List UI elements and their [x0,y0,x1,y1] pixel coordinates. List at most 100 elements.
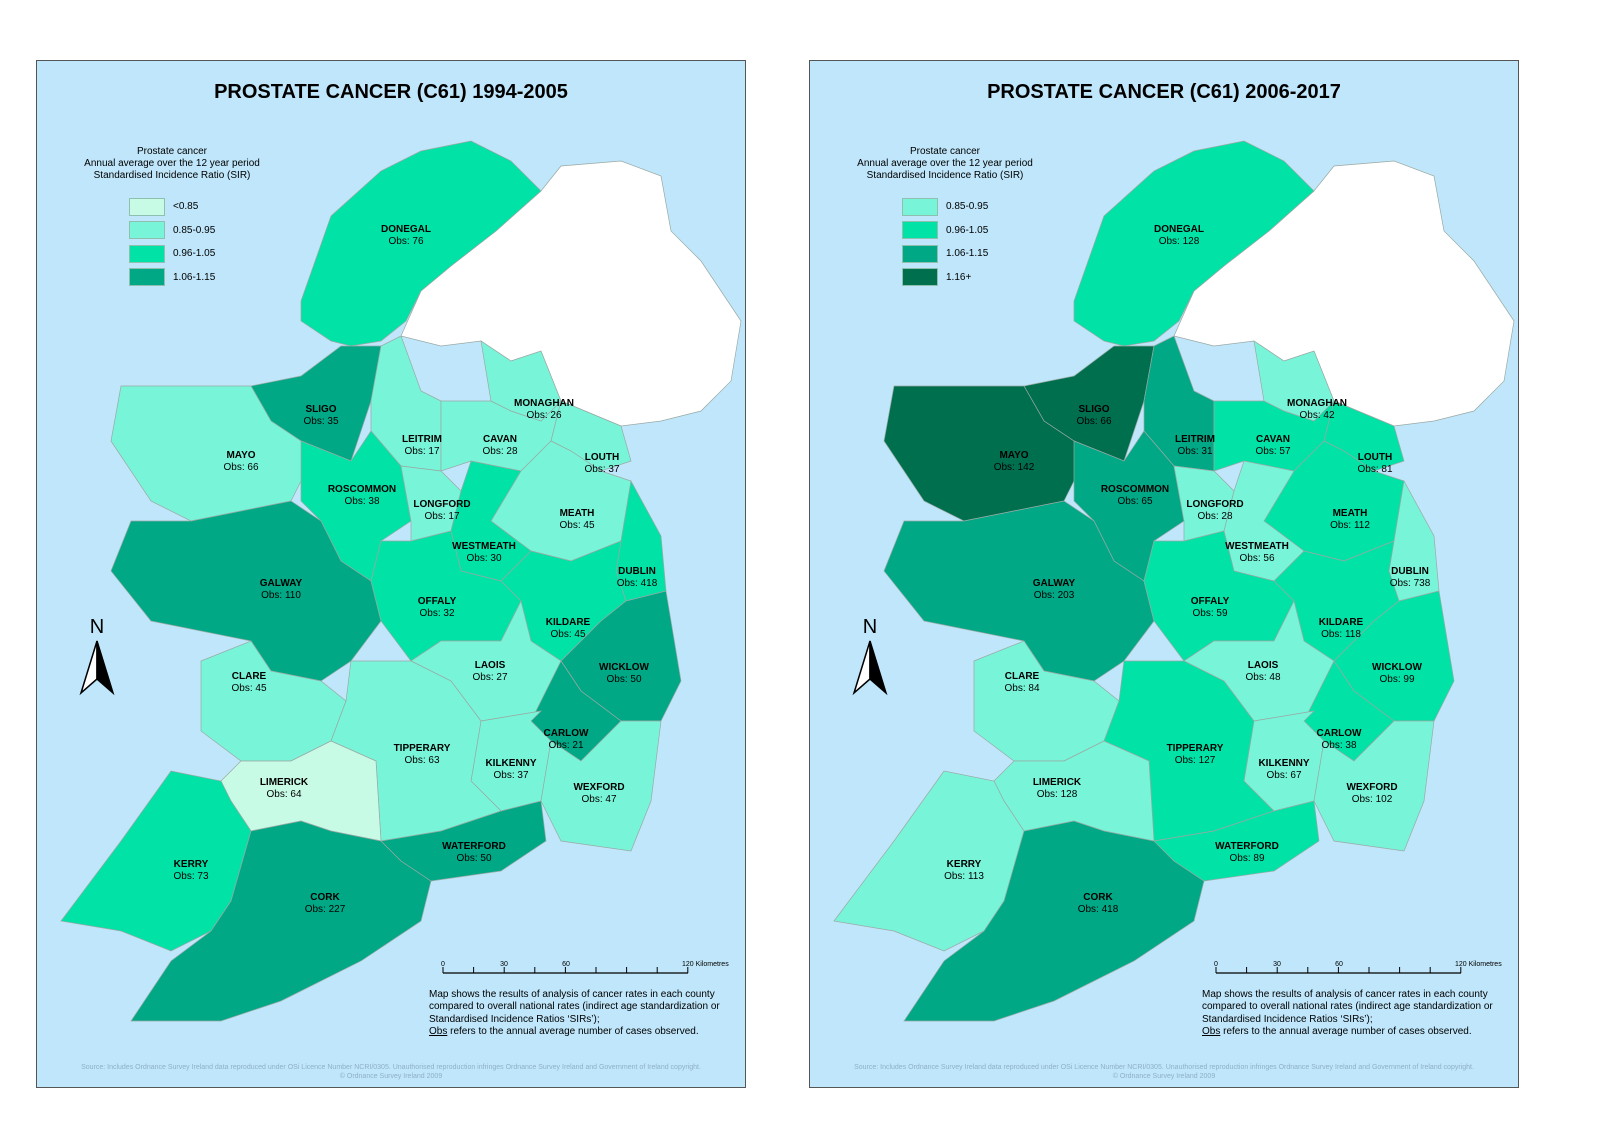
note-obs: Obs [429,1025,448,1037]
legend-label: 0.85-0.95 [946,201,989,213]
county-name-label: CORK [1083,892,1113,903]
county-cork[interactable] [130,820,432,1022]
county-obs-label: Obs: 102 [1352,794,1393,805]
county-obs-label: Obs: 89 [1229,853,1264,864]
county-name-label: LIMERICK [260,777,309,788]
county-obs-label: Obs: 203 [1034,590,1075,601]
county-obs-label: Obs: 28 [482,446,517,457]
legend-line: Prostate cancer [136,146,208,157]
legend-item: 0.85-0.95 [902,195,988,219]
county-monaghan[interactable] [480,340,562,422]
county-obs-label: Obs: 45 [559,520,594,531]
county-name-label: MONAGHAN [514,398,574,409]
scale-tick-label: 0 [1214,961,1218,968]
county-obs-label: Obs: 45 [550,629,585,640]
north-label: N [90,616,104,638]
county-name-label: WATERFORD [442,841,506,852]
source-text: Source: Includes Ordnance Survey Ireland… [810,1063,1518,1081]
county-obs-label: Obs: 50 [606,674,641,685]
legend-line: Prostate cancer [909,146,981,157]
county-donegal[interactable] [1073,140,1315,347]
legend-swatch [129,268,165,287]
county-name-label: OFFALY [418,596,457,607]
note-obs-text: refers to the annual average number of c… [1220,1025,1472,1037]
note-obs: Obs [1202,1025,1221,1037]
copyright-line: © Ordnance Survey Ireland 2009 [1112,1073,1216,1080]
county-name-label: GALWAY [260,578,303,589]
legend-item: <0.85 [129,195,215,219]
county-obs-label: Obs: 66 [223,462,258,473]
map-panel-2006-2017: DONEGAL Obs: 128 SLIGO Obs: 66 MAYO Obs: 142 L… [809,60,1519,1088]
county-cork[interactable] [903,820,1205,1022]
county-obs-label: Obs: 738 [1390,578,1431,589]
county-obs-label: Obs: 110 [261,590,301,601]
county-obs-label: Obs: 31 [1177,446,1212,457]
county-obs-label: Obs: 48 [1245,672,1280,683]
county-name-label: KILDARE [546,617,591,628]
county-obs-label: Obs: 65 [1117,496,1152,507]
county-obs-label: Obs: 66 [1076,416,1111,427]
county-name-label: CLARE [232,671,267,682]
legend-line: Standardised Incidence Ratio (SIR) [93,170,251,181]
county-name-label: LOUTH [585,452,619,463]
county-name-label: WICKLOW [599,662,650,673]
legend-line: Annual average over the 12 year period [857,158,1033,169]
legend-swatch [129,244,165,263]
note-text: Map shows the results of analysis of can… [429,989,720,1025]
county-name-label: DUBLIN [1391,566,1429,577]
scale-tick-label: 120 Kilometres [1455,961,1502,968]
county-monaghan[interactable] [1253,340,1335,422]
county-name-label: SLIGO [1078,404,1109,415]
county-name-label: MEATH [1333,508,1368,519]
map-note: Map shows the results of analysis of can… [429,989,747,1038]
county-obs-label: Obs: 81 [1357,464,1392,475]
legend-swatch [129,197,165,216]
legend-swatch [902,268,938,287]
county-name-label: TIPPERARY [1167,743,1224,754]
county-obs-label: Obs: 112 [1330,520,1370,531]
map-title: PROSTATE CANCER (C61) 2006-2017 [987,81,1341,103]
county-obs-label: Obs: 28 [1197,511,1232,522]
county-obs-label: Obs: 128 [1159,236,1200,247]
county-donegal[interactable] [300,140,542,347]
county-obs-label: Obs: 37 [584,464,619,475]
county-obs-label: Obs: 17 [424,511,459,522]
county-name-label: CAVAN [1256,434,1290,445]
county-obs-label: Obs: 99 [1379,674,1414,685]
county-wexford[interactable] [540,720,662,852]
county-wexford[interactable] [1313,720,1435,852]
county-name-label: OFFALY [1191,596,1230,607]
county-obs-label: Obs: 35 [303,416,338,427]
county-name-label: LAOIS [1248,660,1279,671]
source-text: Source: Includes Ordnance Survey Ireland… [37,1063,745,1081]
scale-tick-label: 120 Kilometres [682,961,729,968]
north-arrow-icon [79,640,115,696]
county-obs-label: Obs: 113 [944,871,984,882]
county-waterford[interactable] [1153,800,1320,882]
county-obs-label: Obs: 17 [404,446,439,457]
county-waterford[interactable] [380,800,547,882]
county-name-label: LEITRIM [1175,434,1215,445]
map-panel-1994-2005: DONEGAL Obs: 76 SLIGO Obs: 35 MAYO Obs: 66 LEI… [36,60,746,1088]
county-name-label: LONGFORD [413,499,470,510]
map-note: Map shows the results of analysis of can… [1202,989,1520,1038]
legend-label: 0.96-1.05 [173,248,216,260]
county-name-label: CARLOW [1317,728,1363,739]
source-line: Source: Includes Ordnance Survey Ireland… [81,1064,701,1071]
legend: 0.85-0.95 0.96-1.05 1.06-1.15 1.16+ [902,195,988,289]
county-name-label: MEATH [560,508,595,519]
county-name-label: WEXFORD [573,782,624,793]
county-name-label: ROSCOMMON [1101,484,1169,495]
legend-swatch [902,197,938,216]
county-obs-label: Obs: 118 [1321,629,1361,640]
county-name-label: CARLOW [544,728,590,739]
county-name-label: SLIGO [305,404,336,415]
county-obs-label: Obs: 84 [1004,683,1039,694]
legend-swatch [902,221,938,240]
scale-tick-label: 30 [500,961,508,968]
county-obs-label: Obs: 67 [1266,770,1301,781]
north-arrow-icon [852,640,888,696]
county-name-label: CLARE [1005,671,1040,682]
